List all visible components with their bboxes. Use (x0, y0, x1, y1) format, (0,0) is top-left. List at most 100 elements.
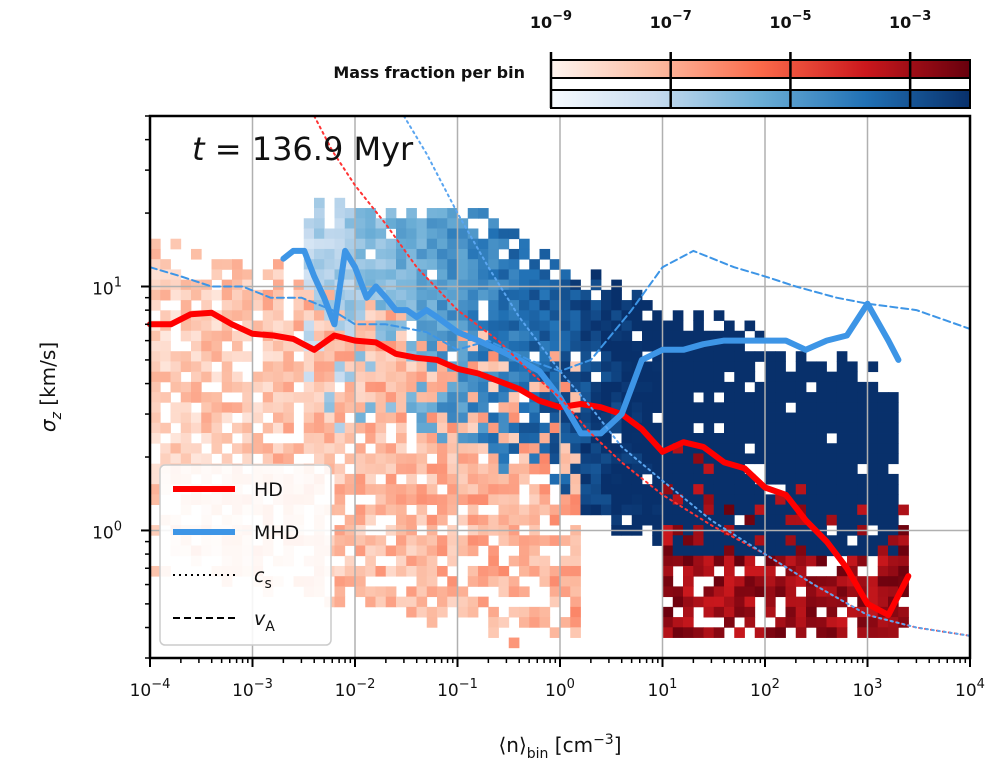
heatmap-cell (662, 586, 674, 598)
heatmap-cell (836, 392, 848, 403)
heatmap-cell (314, 453, 325, 465)
heatmap-cell (560, 504, 571, 516)
heatmap-cell (744, 535, 756, 546)
heatmap-cell (857, 504, 868, 516)
heatmap-cell (334, 473, 346, 485)
heatmap-cell (252, 300, 264, 311)
heatmap-cell (406, 218, 417, 229)
heatmap-cell (672, 617, 684, 628)
heatmap-cell (611, 300, 622, 311)
heatmap-cell (785, 596, 797, 608)
heatmap-cell (406, 300, 417, 311)
heatmap-cell (621, 361, 633, 373)
heatmap-cell (437, 453, 448, 465)
heatmap-cell (631, 453, 643, 465)
heatmap-cell (539, 606, 551, 618)
heatmap-cell (724, 412, 735, 424)
heatmap-cell (765, 412, 776, 424)
heatmap-cell (693, 381, 704, 393)
heatmap-cell (478, 330, 489, 342)
heatmap-cell (703, 381, 715, 393)
heatmap-cell (457, 310, 469, 321)
heatmap-cell (447, 289, 458, 301)
heatmap-cell (590, 320, 602, 332)
heatmap-cell (529, 320, 540, 332)
heatmap-cell (529, 453, 540, 465)
heatmap-cell (795, 371, 807, 383)
heatmap-cell (160, 371, 171, 383)
heatmap-cell (365, 504, 376, 516)
heatmap-cell (580, 433, 592, 444)
heatmap-cell (888, 504, 899, 516)
heatmap-cell (703, 606, 715, 618)
heatmap-cell (888, 555, 899, 567)
heatmap-cell (508, 289, 520, 301)
heatmap-cell (221, 412, 233, 424)
heatmap-cell (293, 300, 305, 311)
heatmap-cell (795, 422, 807, 434)
heatmap-cell (457, 606, 469, 618)
heatmap-cell (693, 463, 704, 475)
heatmap-cell (539, 422, 551, 434)
heatmap-cell (560, 473, 571, 485)
heatmap-cell (847, 381, 858, 393)
heatmap-cell (631, 402, 643, 413)
heatmap-cell (150, 269, 161, 281)
heatmap-cell (488, 289, 499, 301)
heatmap-cell (693, 514, 704, 526)
heatmap-cell (888, 392, 899, 403)
heatmap-cell (457, 340, 469, 352)
heatmap-cell (672, 494, 684, 506)
heatmap-cell (785, 463, 797, 475)
heatmap-cell (426, 422, 438, 434)
heatmap-cell (416, 565, 428, 577)
heatmap-cell (519, 473, 530, 485)
heatmap-cell (334, 433, 346, 444)
heatmap-cell (498, 289, 510, 301)
heatmap-cell (765, 433, 776, 444)
heatmap-cell (836, 545, 848, 557)
heatmap-cell (273, 279, 284, 291)
heatmap-cell (816, 443, 827, 454)
heatmap-cell (344, 320, 356, 332)
heatmap-cell (631, 289, 643, 301)
heatmap-cell (662, 484, 674, 495)
heatmap-cell (375, 238, 387, 250)
heatmap-cell (877, 514, 889, 526)
heatmap-cell (447, 279, 458, 291)
heatmap-cell (426, 484, 438, 495)
heatmap-cell (344, 340, 356, 352)
heatmap-cell (488, 565, 499, 577)
heatmap-cell (426, 340, 438, 352)
heatmap-cell (396, 340, 407, 352)
heatmap-cell (549, 586, 561, 598)
heatmap-cell (385, 238, 397, 250)
heatmap-cell (724, 565, 735, 577)
heatmap-cell (785, 433, 797, 444)
colorbar-mhd (550, 89, 971, 109)
heatmap-cell (416, 340, 428, 352)
heatmap-cell (693, 351, 704, 362)
heatmap-cell (826, 484, 838, 495)
heatmap-cell (775, 351, 786, 362)
heatmap-cell (724, 606, 735, 618)
heatmap-cell (416, 576, 428, 587)
heatmap-cell (549, 535, 561, 546)
heatmap-cell (703, 514, 715, 526)
heatmap-cell (426, 565, 438, 577)
heatmap-cell (847, 443, 858, 454)
heatmap-cell (724, 545, 735, 557)
heatmap-cell (416, 300, 428, 311)
heatmap-cell (621, 340, 633, 352)
heatmap-cell (293, 320, 305, 332)
heatmap-cell (560, 269, 571, 281)
heatmap-cell (447, 586, 458, 598)
heatmap-cell (303, 412, 315, 424)
heatmap-cell (385, 340, 397, 352)
heatmap-cell (590, 269, 602, 281)
heatmap-cell (642, 392, 653, 403)
heatmap-cell (847, 494, 858, 506)
heatmap-cell (867, 361, 879, 373)
heatmap-cell (508, 248, 520, 260)
heatmap-cell (180, 279, 192, 291)
